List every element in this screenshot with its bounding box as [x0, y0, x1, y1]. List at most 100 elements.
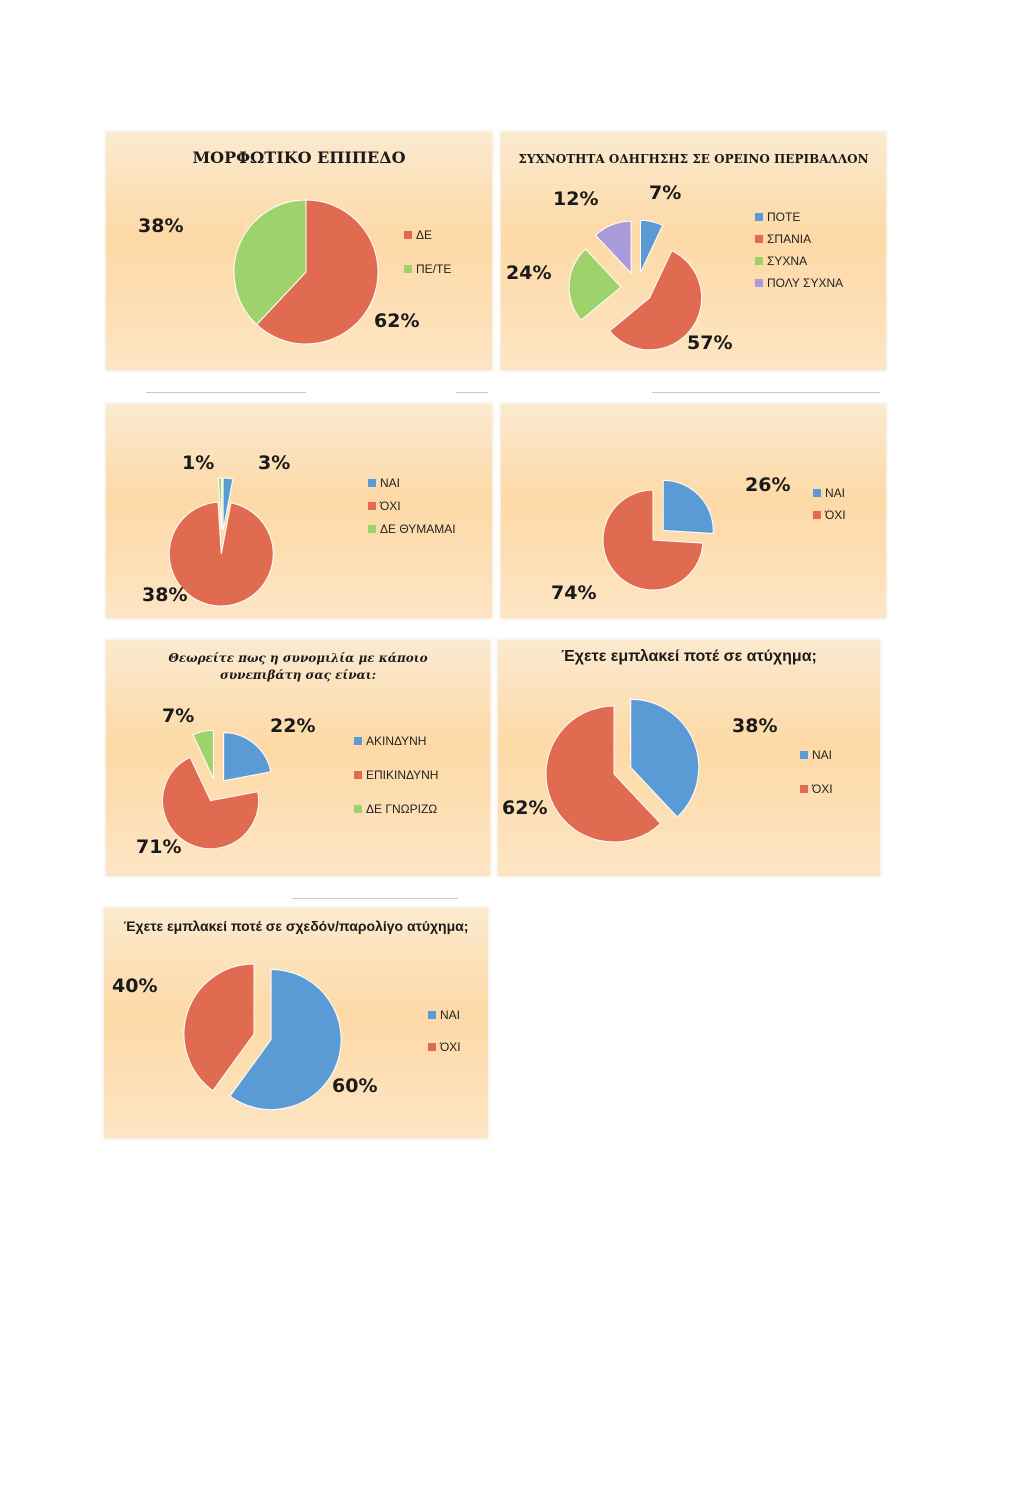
legend-label: ΌΧΙ	[825, 508, 846, 522]
chart-panel-q3: 1% 3% 38% ΝΑΙ ΌΧΙ ΔΕ ΘΥΜΑΜΑΙ	[106, 404, 492, 618]
pie-chart	[233, 199, 379, 345]
pie-chart	[183, 963, 342, 1111]
legend-item: ΝΑΙ	[428, 1008, 461, 1022]
slice-label: 40%	[112, 975, 158, 997]
legend: ΔΕ ΠΕ/ΤΕ	[404, 228, 451, 276]
legend-swatch	[404, 265, 412, 273]
legend-item: ΔΕ	[404, 228, 451, 242]
pie-slice-3	[192, 729, 214, 779]
slice-label: 74%	[551, 582, 597, 604]
chart-panel-near-miss: Έχετε εμπλακεί ποτέ σε σχεδόν/παρολίγο α…	[104, 908, 488, 1138]
legend-label: ΌΧΙ	[812, 782, 833, 796]
legend-label: ΌΧΙ	[440, 1040, 461, 1054]
pie-chart	[168, 477, 274, 607]
slice-label: 24%	[506, 262, 552, 284]
pie-slice-3	[568, 248, 622, 321]
legend-item: ΣΠΑΝΙΑ	[755, 232, 843, 246]
legend-label: ΣΠΑΝΙΑ	[767, 232, 812, 246]
divider	[652, 392, 880, 393]
slice-label: 62%	[502, 797, 548, 819]
slice-label: 7%	[649, 182, 682, 204]
chart-panel-q4: 26% 74% ΝΑΙ ΌΧΙ	[501, 404, 886, 618]
divider	[146, 392, 306, 393]
legend-item: ΌΧΙ	[428, 1040, 461, 1054]
legend-swatch	[755, 213, 763, 221]
legend-label: ΔΕ	[416, 228, 433, 242]
legend-item: ΌΧΙ	[368, 499, 456, 513]
pie-slice-1	[229, 969, 342, 1111]
chart-panel-conversation: Θεωρείτε πως η συνομιλία με κάποιο συνεπ…	[106, 640, 490, 876]
chart-title: ΣΥΧΝΟΤΗΤΑ ΟΔΗΓΗΣΗΣ ΣΕ ΟΡΕΙΝΟ ΠΕΡΙΒΑΛΛΟΝ	[518, 152, 869, 166]
legend-label: ΝΑΙ	[812, 748, 833, 762]
legend-item: ΝΑΙ	[813, 486, 846, 500]
legend-label: ΝΑΙ	[380, 476, 401, 490]
legend-item: ΝΑΙ	[800, 748, 833, 762]
legend-swatch	[813, 511, 821, 519]
legend-swatch	[404, 231, 412, 239]
divider	[292, 898, 458, 899]
pie-slice-2	[602, 489, 704, 591]
pie-chart	[602, 479, 714, 591]
legend-swatch	[368, 479, 376, 487]
legend-item: ΣΥΧΝΑ	[755, 254, 843, 268]
slice-label: 3%	[258, 452, 291, 474]
chart-title: ΜΟΡΦΩΤΙΚΟ ΕΠΙΠΕΔΟ	[192, 148, 406, 167]
chart-panel-education: ΜΟΡΦΩΤΙΚΟ ΕΠΙΠΕΔΟ 38% 62% ΔΕ ΠΕ/ΤΕ	[106, 132, 492, 370]
pie-slice-2	[168, 501, 274, 607]
legend: ΝΑΙ ΌΧΙ ΔΕ ΘΥΜΑΜΑΙ	[368, 476, 456, 536]
chart-title: Έχετε εμπλακεί ποτέ σε ατύχημα;	[561, 648, 817, 665]
legend-label: ΕΠΙΚΙΝΔΥΝΗ	[366, 768, 439, 782]
chart-title: Έχετε εμπλακεί ποτέ σε σχεδόν/παρολίγο α…	[123, 918, 469, 934]
slice-label: 71%	[136, 836, 182, 858]
legend-label: ΠΟΛΥ ΣΥΧΝΑ	[767, 276, 844, 290]
slice-label: 7%	[162, 705, 195, 727]
legend-swatch	[755, 257, 763, 265]
legend-item: ΌΧΙ	[800, 782, 833, 796]
pie-slice-2	[162, 756, 260, 850]
legend-label: ΝΑΙ	[825, 486, 846, 500]
legend-label: ΠΕ/ΤΕ	[416, 262, 452, 276]
legend-item: ΠΕ/ΤΕ	[404, 262, 451, 276]
legend-item: ΔΕ ΓΝΩΡΙΖΩ	[354, 802, 438, 816]
legend-swatch	[755, 235, 763, 243]
legend-label: ΔΕ ΘΥΜΑΜΑΙ	[380, 522, 456, 536]
legend: ΝΑΙ ΌΧΙ	[800, 748, 833, 796]
legend-swatch	[368, 502, 376, 510]
legend-swatch	[368, 525, 376, 533]
pie-slice-2	[545, 705, 662, 843]
legend-swatch	[354, 805, 362, 813]
slice-label: 12%	[553, 188, 599, 210]
legend: ΝΑΙ ΌΧΙ	[428, 1008, 461, 1054]
divider	[456, 392, 488, 393]
legend-item: ΠΟΛΥ ΣΥΧΝΑ	[755, 276, 843, 290]
legend-label: ΌΧΙ	[380, 499, 401, 513]
pie-slice-2	[183, 963, 255, 1092]
slice-label: 38%	[138, 215, 184, 237]
pie-slice-1	[256, 199, 379, 345]
legend-label: ΔΕ ΓΝΩΡΙΖΩ	[366, 802, 438, 816]
pie-slice-1	[223, 732, 272, 782]
chart-title: Θεωρείτε πως η συνομιλία με κάποιο συνεπ…	[168, 651, 428, 682]
legend-swatch	[800, 751, 808, 759]
pie-slice-1	[222, 477, 234, 531]
legend-label: ΣΥΧΝΑ	[767, 254, 808, 268]
slice-label: 62%	[374, 310, 420, 332]
legend-item: ΠΟΤΕ	[755, 210, 843, 224]
pie-slice-4	[594, 220, 632, 275]
pie-slice-2	[608, 250, 703, 351]
pie-slice-1	[630, 698, 700, 818]
pie-slice-1	[639, 219, 664, 273]
legend-swatch	[755, 279, 763, 287]
pie-slice-3	[217, 477, 223, 531]
legend-swatch	[354, 737, 362, 745]
pie-chart	[568, 219, 703, 351]
slice-label: 60%	[332, 1075, 378, 1097]
pie-slice-1	[662, 479, 714, 535]
legend-swatch	[354, 771, 362, 779]
slice-label: 1%	[182, 452, 215, 474]
legend-swatch	[428, 1043, 436, 1051]
chart-panel-driving-frequency: ΣΥΧΝΟΤΗΤΑ ΟΔΗΓΗΣΗΣ ΣΕ ΟΡΕΙΝΟ ΠΕΡΙΒΑΛΛΟΝ …	[501, 132, 886, 370]
pie-slice-2	[233, 199, 307, 326]
chart-panel-accident: Έχετε εμπλακεί ποτέ σε ατύχημα; 38% 62% …	[498, 640, 880, 876]
pie-chart	[545, 698, 700, 843]
